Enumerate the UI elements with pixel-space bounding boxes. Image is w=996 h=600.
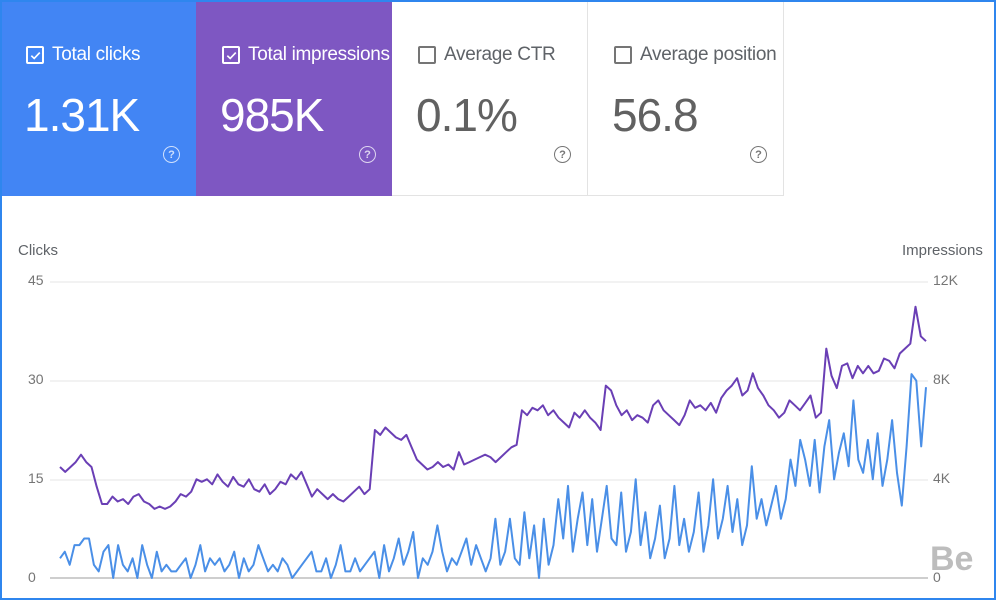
checkbox-checked-icon[interactable]: [222, 46, 240, 64]
series-line-impressions: [59, 305, 927, 510]
help-icon[interactable]: ?: [750, 146, 767, 163]
metric-value: 0.1%: [416, 89, 518, 141]
metric-label-row: Total clicks: [26, 44, 141, 66]
series-line-clicks: [59, 373, 927, 579]
checkbox-unchecked-icon[interactable]: [418, 46, 436, 64]
help-icon[interactable]: ?: [359, 146, 376, 163]
metric-label: Average position: [640, 44, 777, 65]
checkbox-checked-icon[interactable]: [26, 46, 44, 64]
metric-card-total-impressions[interactable]: Total impressions 985K ?: [196, 0, 392, 196]
metric-card-average-ctr[interactable]: Average CTR 0.1% ?: [392, 0, 588, 196]
left-tick-label: 45: [28, 272, 44, 288]
left-axis-title: Clicks: [18, 242, 58, 259]
watermark-logo: Be: [930, 540, 973, 579]
metric-card-average-position[interactable]: Average position 56.8 ?: [588, 0, 784, 196]
right-tick-label: 4K: [933, 470, 951, 486]
metric-card-total-clicks[interactable]: Total clicks 1.31K ?: [0, 0, 196, 196]
right-tick-label: 8K: [933, 371, 951, 387]
metric-label-row: Average CTR: [418, 44, 556, 66]
metric-cards: Total clicks 1.31K ? Total impressions 9…: [0, 0, 784, 196]
metric-label: Average CTR: [444, 44, 556, 65]
right-axis-title: Impressions: [902, 242, 983, 259]
metric-label: Total impressions: [248, 44, 390, 65]
metric-label: Total clicks: [52, 44, 141, 65]
help-icon[interactable]: ?: [554, 146, 571, 163]
left-tick-label: 0: [28, 569, 36, 585]
metric-value: 985K: [220, 89, 324, 141]
metric-label-row: Total impressions: [222, 44, 390, 66]
left-tick-label: 30: [28, 371, 44, 387]
metric-label-row: Average position: [614, 44, 777, 66]
checkbox-unchecked-icon[interactable]: [614, 46, 632, 64]
right-tick-label: 0: [933, 569, 941, 585]
watermark-text: Be: [930, 540, 974, 578]
left-tick-label: 15: [28, 470, 44, 486]
help-icon[interactable]: ?: [163, 146, 180, 163]
metric-value: 1.31K: [24, 89, 140, 141]
metric-value: 56.8: [612, 89, 699, 141]
right-tick-label: 12K: [933, 272, 958, 288]
